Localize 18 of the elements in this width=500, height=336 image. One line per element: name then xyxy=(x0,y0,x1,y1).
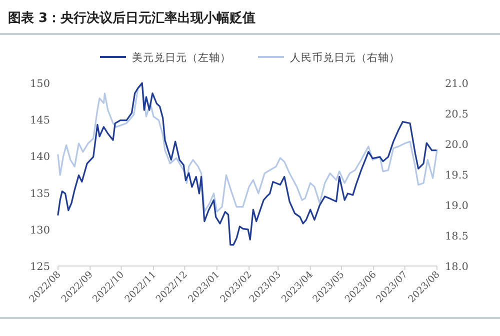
y2-tick-label: 18.5 xyxy=(445,230,468,242)
y-tick-label: 135 xyxy=(30,188,50,200)
y-tick-label: 130 xyxy=(30,224,50,236)
y2-tick-label: 21.0 xyxy=(445,78,468,90)
y-tick-label: 140 xyxy=(30,151,50,164)
y2-tick-label: 20.0 xyxy=(445,139,468,151)
y2-tick-label: 18.0 xyxy=(445,261,468,273)
y2-tick-label: 19.5 xyxy=(445,170,468,182)
line-series xyxy=(57,82,437,246)
legend-label: 人民币兑日元（右轴） xyxy=(290,51,400,64)
y-tick-label: 150 xyxy=(30,78,50,90)
chart-title: 图表 3：央行决议后日元汇率出现小幅贬值 xyxy=(8,10,256,26)
y2-tick-label: 20.5 xyxy=(445,108,468,120)
legend-label: 美元兑日元（左轴） xyxy=(132,51,231,64)
y-tick-label: 145 xyxy=(30,114,50,127)
line-series xyxy=(57,84,438,213)
y2-tick-label: 19.0 xyxy=(445,200,468,212)
y-tick-label: 125 xyxy=(30,261,50,273)
